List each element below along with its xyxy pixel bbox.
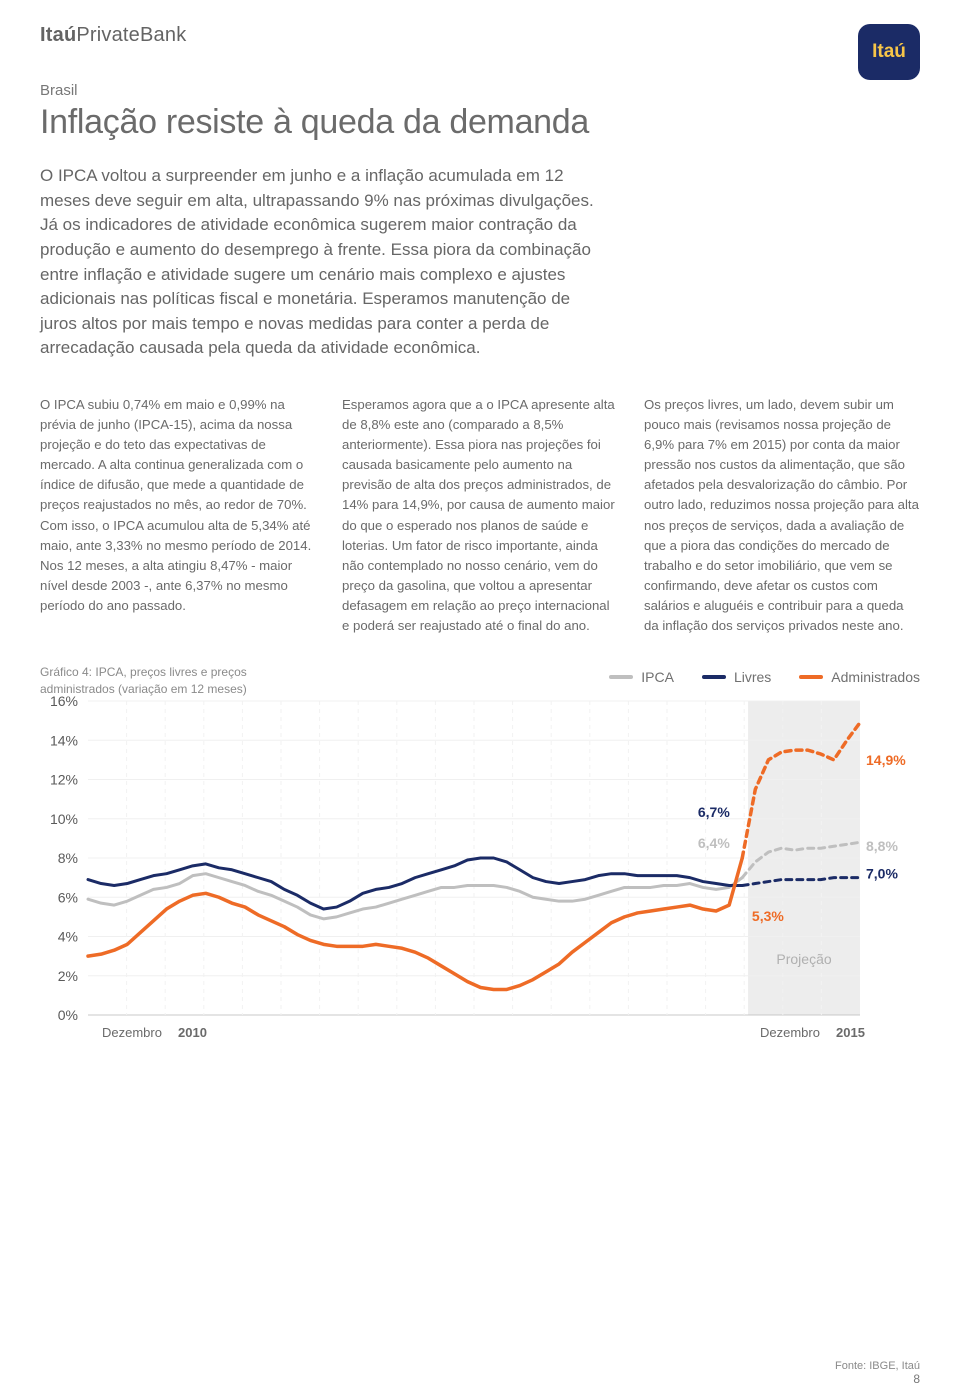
legend-item-ipca: IPCA xyxy=(609,669,674,685)
chart-source: Fonte: IBGE, Itaú xyxy=(835,1360,920,1372)
legend-label-livres: Livres xyxy=(734,669,771,685)
svg-text:Dezembro: Dezembro xyxy=(102,1025,162,1040)
svg-text:2010: 2010 xyxy=(178,1025,207,1040)
legend-swatch-admin xyxy=(799,675,823,679)
brand-wordmark: ItaúPrivateBank xyxy=(40,24,920,47)
page-number: 8 xyxy=(913,1372,920,1386)
svg-text:12%: 12% xyxy=(50,772,78,788)
column-1: O IPCA subiu 0,74% em maio e 0,99% na pr… xyxy=(40,395,316,636)
page-title: Inflação resiste à queda da demanda xyxy=(40,103,920,142)
line-chart: 16% 14% 12% 10% 8% 6% 4% 2% 0% 6,7% 6,4% 5,3% 14,9% 8… xyxy=(40,695,920,1055)
legend-swatch-ipca xyxy=(609,675,633,679)
svg-text:14,9%: 14,9% xyxy=(866,752,906,768)
svg-text:6,7%: 6,7% xyxy=(698,804,730,820)
legend-item-livres: Livres xyxy=(702,669,771,685)
svg-text:8,8%: 8,8% xyxy=(866,839,898,855)
legend-label-admin: Administrados xyxy=(831,669,920,685)
logo-text: Itaú xyxy=(872,41,906,63)
svg-text:2%: 2% xyxy=(58,968,78,984)
header: ItaúPrivateBank Itaú xyxy=(40,24,920,74)
column-2: Esperamos agora que a o IPCA apresente a… xyxy=(342,395,618,636)
svg-text:5,3%: 5,3% xyxy=(752,908,784,924)
svg-text:Projeção: Projeção xyxy=(776,951,831,967)
svg-text:Dezembro: Dezembro xyxy=(760,1025,820,1040)
legend-item-admin: Administrados xyxy=(799,669,920,685)
legend-swatch-livres xyxy=(702,675,726,679)
svg-text:6%: 6% xyxy=(58,890,78,906)
svg-text:2015: 2015 xyxy=(836,1025,865,1040)
brand-light: PrivateBank xyxy=(76,24,186,46)
brand-bold: Itaú xyxy=(40,24,76,46)
body-columns: O IPCA subiu 0,74% em maio e 0,99% na pr… xyxy=(40,395,920,636)
svg-text:8%: 8% xyxy=(58,850,78,866)
legend-label-ipca: IPCA xyxy=(641,669,674,685)
country-label: Brasil xyxy=(40,82,920,99)
svg-text:4%: 4% xyxy=(58,929,78,945)
svg-text:7,0%: 7,0% xyxy=(866,866,898,882)
itau-logo-icon: Itaú xyxy=(858,24,920,80)
svg-text:16%: 16% xyxy=(50,695,78,709)
lead-paragraph: O IPCA voltou a surpreender em junho e a… xyxy=(40,164,600,361)
column-3: Os preços livres, um lado, devem subir u… xyxy=(644,395,920,636)
svg-text:6,4%: 6,4% xyxy=(698,836,730,852)
svg-text:0%: 0% xyxy=(58,1007,78,1023)
chart-svg: 16% 14% 12% 10% 8% 6% 4% 2% 0% 6,7% 6,4% 5,3% 14,9% 8… xyxy=(40,695,920,1055)
svg-text:10%: 10% xyxy=(50,811,78,827)
svg-text:14%: 14% xyxy=(50,733,78,749)
